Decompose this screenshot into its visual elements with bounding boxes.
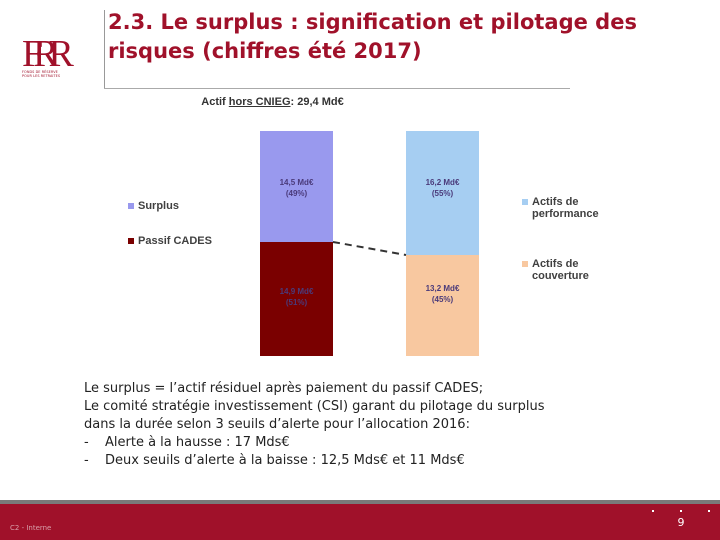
footer-dot — [652, 510, 654, 512]
header-divider-horizontal — [104, 88, 570, 89]
footer-dot — [680, 510, 682, 512]
frr-logo: FRR — [22, 33, 84, 75]
bar-segment-surplus: 14,5 Md€ (49%) — [260, 131, 333, 242]
slide-title: 2.3. Le surplus : signification et pilot… — [108, 10, 637, 63]
legend-item-surplus: Surplus — [128, 200, 179, 212]
legend-label-actifs-couverture-line-1: Actifs de — [532, 258, 579, 270]
logo-letters: FRR — [22, 33, 74, 75]
footer-classification: C2 - Interne — [10, 524, 52, 532]
surplus-chart: Actif hors CNIEG: 29,4 Md€ 14,5 Md€ (49%… — [100, 90, 640, 370]
legend-swatch-actifs-couverture — [522, 261, 528, 267]
bar-label-passif-cades-share: (51%) — [285, 297, 308, 307]
bar-label-actifs-couverture-value: 13,2 Md€ — [425, 283, 460, 293]
bar-label-actifs-couverture-share: (45%) — [431, 294, 454, 304]
legend-item-actifs-couverture: Actifs de couverture — [522, 258, 589, 282]
footer-grey-band — [0, 500, 720, 504]
chart-title: Actif hors CNIEG: 29,4 Md€ — [100, 96, 445, 108]
body-line-3: dans la durée selon 3 seuils d’alerte po… — [84, 417, 470, 432]
slide-body: Le surplus = l’actif résiduel après paie… — [84, 380, 704, 470]
legend-item-passif-cades: Passif CADES — [128, 235, 212, 247]
legend-swatch-passif-cades — [128, 238, 134, 244]
bar-label-surplus-value: 14,5 Md€ — [279, 178, 314, 187]
logo-caption-line-1: FONDS DE RÉSERVE — [22, 70, 58, 74]
logo-caption-line-2: POUR LES RETRAITES — [22, 74, 61, 78]
legend-label-surplus: Surplus — [138, 200, 179, 212]
legend-label-actifs-couverture-line-2: couverture — [532, 270, 589, 282]
bullet-text: Deux seuils d’alerte à la baisse : 12,5 … — [105, 453, 465, 468]
bar-label-actifs-performance-value: 16,2 Md€ — [425, 178, 460, 187]
footer-bar — [0, 504, 720, 540]
bar-label-surplus-share: (49%) — [285, 189, 308, 198]
connector-dashed-line — [332, 240, 407, 256]
bar-label-surplus: 14,5 Md€ (49%) — [260, 177, 333, 199]
legend-label-passif-cades: Passif CADES — [138, 235, 212, 247]
legend-swatch-surplus — [128, 203, 134, 209]
bar-label-actifs-performance-share: (55%) — [431, 189, 454, 198]
legend-swatch-actifs-performance — [522, 199, 528, 205]
chart-title-suffix: : 29,4 Md€ — [290, 96, 344, 108]
bullet-item: - Deux seuils d’alerte à la baisse : 12,… — [84, 452, 704, 470]
bullet-text: Alerte à la hausse : 17 Mds€ — [105, 435, 290, 450]
legend-label-actifs-performance-line-2: performance — [532, 208, 599, 220]
logo-caption: FONDS DE RÉSERVE POUR LES RETRAITES — [22, 70, 88, 78]
bar-label-passif-cades: 14,9 Md€ (51%) — [260, 286, 333, 308]
body-line-1: Le surplus = l’actif résiduel après paie… — [84, 381, 484, 396]
bar-segment-passif-cades: 14,9 Md€ (51%) — [260, 241, 333, 356]
bar-segment-actifs-performance: 16,2 Md€ (55%) — [406, 131, 479, 255]
bullet-item: - Alerte à la hausse : 17 Mds€ — [84, 434, 704, 452]
bullet-dash: - — [84, 435, 89, 450]
legend-item-actifs-performance: Actifs de performance — [522, 196, 599, 220]
chart-title-underlined: hors CNIEG — [228, 96, 291, 108]
bar-label-actifs-performance: 16,2 Md€ (55%) — [406, 177, 479, 199]
header-divider-vertical — [104, 10, 105, 88]
footer-dot — [708, 510, 710, 512]
body-line-2: Le comité stratégie investissement (CSI)… — [84, 399, 545, 414]
chart-title-prefix: Actif — [201, 96, 229, 108]
bullet-dash: - — [84, 453, 89, 468]
page-number: 9 — [677, 516, 685, 529]
bar-segment-actifs-couverture: 13,2 Md€ (45%) — [406, 254, 479, 356]
legend-label-actifs-performance-line-1: Actifs de — [532, 196, 579, 208]
bar-connector — [332, 240, 407, 256]
bar-label-actifs-couverture: 13,2 Md€ (45%) — [406, 283, 479, 305]
bar-label-passif-cades-value: 14,9 Md€ — [279, 286, 314, 296]
